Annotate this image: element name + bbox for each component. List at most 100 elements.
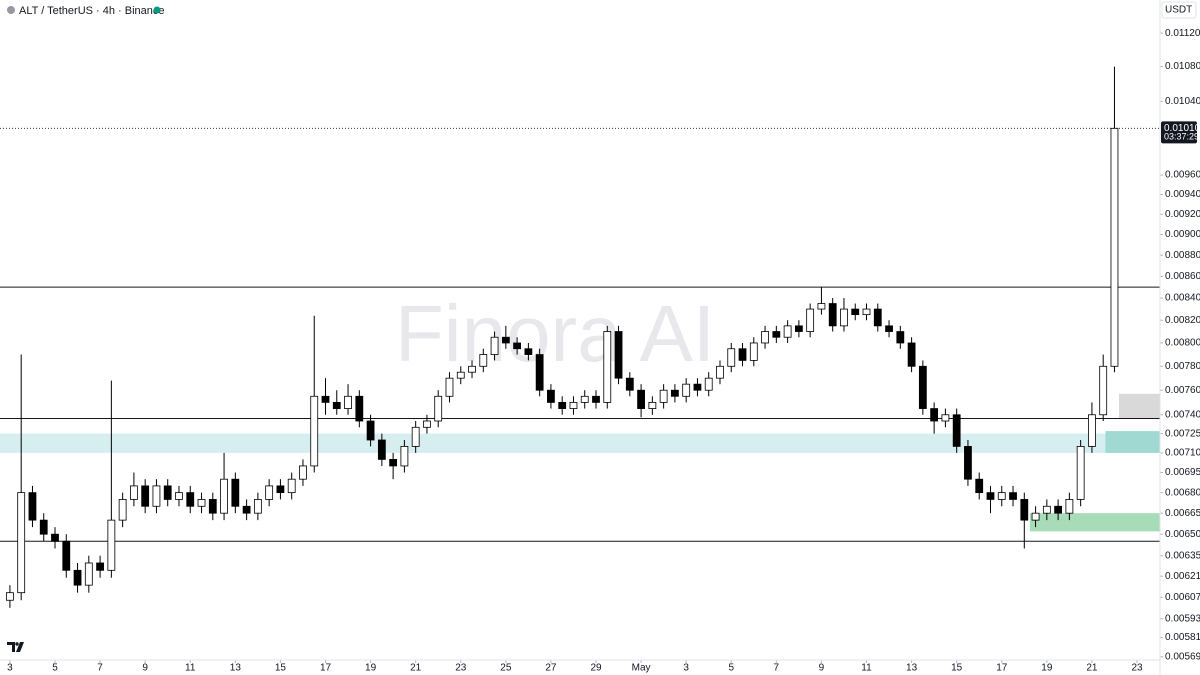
y-tick-label: 0.00860 — [1165, 271, 1200, 282]
x-tick-label: 11 — [185, 663, 196, 674]
candle-body — [51, 533, 59, 542]
candle-body — [299, 465, 307, 480]
candle-body — [761, 331, 769, 344]
candle-body — [175, 492, 183, 500]
x-tick-label: 3 — [7, 663, 13, 674]
candle-body — [96, 562, 104, 571]
candle-body — [107, 519, 116, 571]
x-tick-label: 5 — [52, 663, 58, 674]
candle-body — [783, 325, 792, 338]
candle-body — [253, 499, 262, 514]
candle-body — [772, 331, 781, 338]
candle-body — [62, 540, 71, 571]
x-tick-label: 21 — [410, 663, 422, 674]
header-title[interactable]: ALT / TetherUS · 4h · Binance — [19, 5, 165, 17]
last-price-label: 0.01010 — [1164, 123, 1200, 134]
y-tick-label: 0.00820 — [1165, 315, 1200, 326]
candle-body — [242, 505, 251, 514]
x-tick-label: 5 — [728, 663, 734, 674]
x-tick-label: 17 — [996, 663, 1008, 674]
candle-body — [930, 408, 939, 422]
candle-body — [1076, 446, 1085, 500]
y-tick-label: 0.00680 — [1165, 487, 1200, 498]
candle-body — [231, 478, 240, 507]
candle-body — [17, 492, 26, 594]
candle-body — [130, 485, 138, 500]
candle-body — [513, 342, 522, 350]
zone — [1029, 513, 1160, 532]
candle-body — [208, 499, 217, 514]
y-tick-label: 0.00880 — [1165, 250, 1200, 261]
candle-body — [693, 383, 702, 391]
x-tick-label: 3 — [683, 663, 689, 674]
candle-body — [468, 365, 476, 373]
candle-body — [547, 389, 555, 403]
candle-body — [287, 478, 296, 494]
candle-body — [310, 395, 319, 467]
y-tick-label: 0.00800 — [1165, 338, 1200, 349]
candle-body — [828, 303, 837, 327]
candle-body — [6, 592, 14, 601]
y-tick-label: 0.00695 — [1165, 467, 1200, 478]
candle-body — [558, 402, 567, 409]
candle-body — [276, 485, 285, 494]
zone — [1105, 431, 1160, 453]
y-tick-label: 0.00650 — [1165, 529, 1200, 540]
candle-body — [1042, 505, 1051, 514]
candle-body — [1009, 492, 1017, 500]
candle-body — [434, 395, 443, 422]
y-tick-label: 0.00607 — [1165, 592, 1200, 603]
candle-body — [1099, 365, 1108, 416]
candle-body — [862, 308, 871, 316]
x-tick-label: 7 — [774, 663, 780, 674]
y-tick-label: 0.00725 — [1165, 428, 1200, 439]
candle-body — [197, 499, 206, 507]
candle-body — [456, 371, 465, 379]
y-tick-label: 0.00780 — [1165, 361, 1200, 372]
y-tick-label: 0.00621 — [1165, 571, 1200, 582]
x-tick-label: 29 — [590, 663, 602, 674]
candle-body — [659, 389, 668, 403]
x-tick-label: 13 — [230, 663, 242, 674]
candle-body — [637, 389, 645, 409]
candle-body — [141, 485, 150, 507]
candle-body — [423, 420, 431, 428]
candle-body — [490, 336, 499, 355]
x-tick-label: 27 — [545, 663, 557, 674]
zones — [0, 393, 1160, 532]
countdown: 03:37:29 — [1164, 132, 1199, 142]
candle-body — [524, 348, 533, 355]
candle-body — [885, 325, 893, 332]
x-tick-label: 23 — [455, 663, 467, 674]
candle-body — [682, 383, 691, 397]
candle-body — [648, 402, 657, 409]
candle-body — [39, 519, 48, 535]
candle-body — [1088, 414, 1096, 447]
candle-body — [84, 562, 93, 586]
currency-box[interactable] — [1161, 1, 1197, 19]
candle-body — [220, 478, 228, 514]
candle-body — [997, 492, 1006, 500]
candle-body — [479, 354, 488, 367]
candle-body — [28, 492, 37, 521]
candle-body — [851, 308, 860, 316]
candle-body — [738, 348, 747, 361]
candle-body — [569, 402, 578, 409]
y-tick-label: 0.00665 — [1165, 508, 1200, 519]
candle-body — [603, 331, 612, 403]
candle-body — [806, 308, 815, 332]
candle-body — [1054, 505, 1063, 514]
candle-body — [389, 458, 398, 467]
candle-body — [749, 342, 758, 361]
candle-body — [671, 389, 679, 397]
candle-body — [941, 414, 950, 422]
candle-body — [704, 377, 713, 391]
candle-body — [163, 485, 172, 500]
candle-body — [614, 331, 623, 379]
candle-body — [118, 499, 127, 521]
x-tick-label: 19 — [365, 663, 377, 674]
last-price-box — [1161, 121, 1197, 144]
candle-body — [592, 395, 600, 403]
candle-body — [975, 478, 984, 494]
